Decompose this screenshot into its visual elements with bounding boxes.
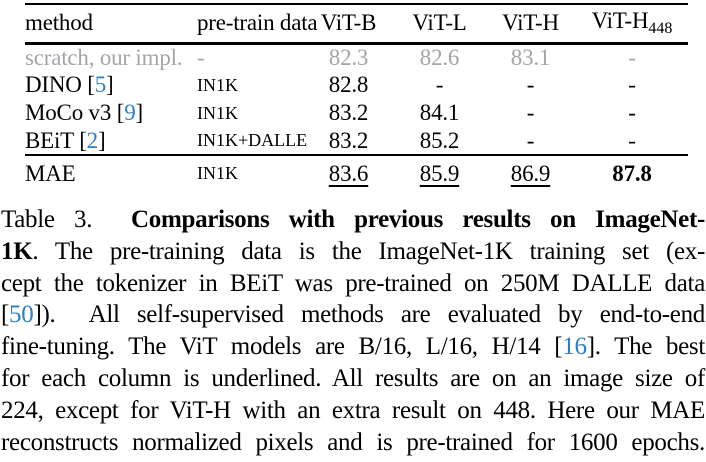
caption-text: 224, except for ViT-H with an extra resu… — [1, 396, 705, 424]
citation-link[interactable]: 2 — [86, 127, 99, 153]
col-header-pretrain: pre-train data — [197, 10, 318, 36]
method-name: BEiT — [25, 127, 74, 153]
vitl-cell: 82.6 — [419, 44, 460, 70]
vith-cell: 83.1 — [510, 44, 551, 70]
vitl-cell: 85.9 — [394, 155, 485, 191]
col-header-vith448-subscript: 448 — [648, 20, 673, 38]
vitl-cell: 84.1 — [419, 100, 460, 125]
citation-link[interactable]: 5 — [94, 72, 107, 97]
method-cell: DINO [5] — [25, 71, 197, 99]
caption-bold-title: 1K — [1, 237, 33, 265]
table-row-beit: BEiT [2] IN1K+DALLE 83.2 85.2 - - — [25, 127, 688, 155]
table-row-moco-v3: MoCo v3 [9] IN1K 83.2 84.1 - - — [25, 99, 688, 127]
vith-cell: - — [526, 127, 535, 153]
pretrain-cell: IN1K — [197, 102, 238, 123]
caption-text: reconstructs normalized pixels and is pr… — [1, 428, 705, 456]
vitb-cell: 82.8 — [328, 72, 369, 97]
caption-text: ]). All self-supervised methods are eval… — [33, 301, 705, 329]
col-header-vith448: ViT-H448 — [576, 4, 688, 43]
col-header-vitl: ViT-L — [412, 10, 467, 36]
caption-text: fine-tuning. The ViT models are B/16, L/… — [1, 333, 563, 361]
table-head: method pre-train data ViT-B ViT-L ViT-H … — [25, 4, 688, 43]
caption-line: reconstructs normalized pixels and is pr… — [1, 427, 705, 459]
vith448-cell: - — [628, 72, 636, 97]
method-name: MoCo v3 — [25, 100, 112, 125]
vitl-cell: 85.2 — [419, 127, 460, 153]
citation-bracket-close: ] — [106, 72, 114, 97]
method-cell: MoCo v3 [9] — [25, 99, 197, 127]
col-header-method: method — [25, 10, 93, 36]
caption-bold-title: Comparisons with previous results on Ima… — [130, 206, 705, 233]
best-result-value: 83.6 — [328, 160, 369, 186]
vitb-cell: 83.6 — [303, 155, 394, 191]
pretrain-cell: IN1K — [197, 74, 238, 95]
pretrain-cell: IN1K — [197, 163, 238, 183]
citation-bracket-open: [ — [116, 100, 125, 125]
col-header-vith448-base: ViT-H — [591, 8, 649, 34]
vitb-cell: 83.2 — [328, 100, 369, 125]
citation-link[interactable]: 50 — [9, 301, 34, 329]
citation-link[interactable]: 9 — [124, 100, 136, 125]
caption-text: . The pre-training data is the ImageNet-… — [32, 237, 705, 265]
caption-text: for each column is underlined. All resul… — [1, 364, 705, 392]
vith448-cell: - — [628, 100, 636, 125]
citation-bracket-open: [ — [1, 301, 10, 329]
caption-line: [50]). All self-supervised methods are e… — [1, 299, 705, 331]
method-cell: scratch, our impl. — [25, 44, 183, 70]
vitb-cell: 83.2 — [328, 127, 369, 153]
vith448-cell: 87.8 — [576, 155, 688, 191]
vith-cell: 86.9 — [485, 155, 576, 191]
citation-bracket-open: [ — [79, 127, 87, 153]
col-header-vitb: ViT-B — [320, 10, 377, 36]
caption-line: cept the tokenizer in BEiT was pre-train… — [1, 268, 705, 300]
caption-line: for each column is underlined. All resul… — [1, 363, 705, 395]
col-header-vith: ViT-H — [502, 10, 559, 36]
vith-cell: - — [526, 100, 535, 125]
bold-result-value: 87.8 — [612, 160, 652, 186]
table-row-mae: MAE IN1K 83.6 85.9 86.9 87.8 — [25, 155, 688, 191]
best-result-value: 86.9 — [510, 160, 551, 186]
caption-text: Table 3. — [1, 206, 131, 233]
method-cell: BEiT [2] — [25, 127, 197, 155]
table-caption: Table 3. Comparisons with previous resul… — [1, 204, 705, 458]
citation-link[interactable]: 16 — [562, 333, 587, 361]
caption-line: Table 3. Comparisons with previous resul… — [1, 204, 705, 236]
citation-bracket-close: ] — [135, 100, 144, 125]
vitb-cell: 82.3 — [328, 44, 369, 70]
table-row-scratch: scratch, our impl. - 82.3 82.6 83.1 - — [25, 43, 688, 71]
vith448-cell: - — [628, 127, 636, 153]
method-name: DINO — [25, 72, 82, 97]
vitl-cell: - — [435, 72, 444, 97]
vith-cell: - — [526, 72, 535, 97]
caption-line: fine-tuning. The ViT models are B/16, L/… — [1, 331, 705, 363]
citation-bracket-close: ] — [97, 127, 106, 153]
caption-text: ]. The best — [586, 333, 706, 361]
citation-bracket-open: [ — [87, 72, 95, 97]
results-table: method pre-train data ViT-B ViT-L ViT-H … — [25, 3, 688, 191]
caption-text: cept the tokenizer in BEiT was pre-train… — [1, 269, 705, 297]
pretrain-cell: IN1K+DALLE — [197, 130, 308, 150]
table-header-row: method pre-train data ViT-B ViT-L ViT-H … — [25, 4, 688, 43]
pretrain-cell: - — [197, 44, 205, 70]
vith448-cell: - — [628, 44, 636, 70]
caption-line: 224, except for ViT-H with an extra resu… — [1, 395, 705, 427]
table-row-dino: DINO [5] IN1K 82.8 - - - — [25, 71, 688, 99]
table-body: scratch, our impl. - 82.3 82.6 83.1 - DI… — [25, 43, 688, 191]
method-cell: MAE — [25, 160, 76, 186]
best-result-value: 85.9 — [419, 160, 460, 186]
caption-line: 1K. The pre-training data is the ImageNe… — [1, 236, 705, 268]
